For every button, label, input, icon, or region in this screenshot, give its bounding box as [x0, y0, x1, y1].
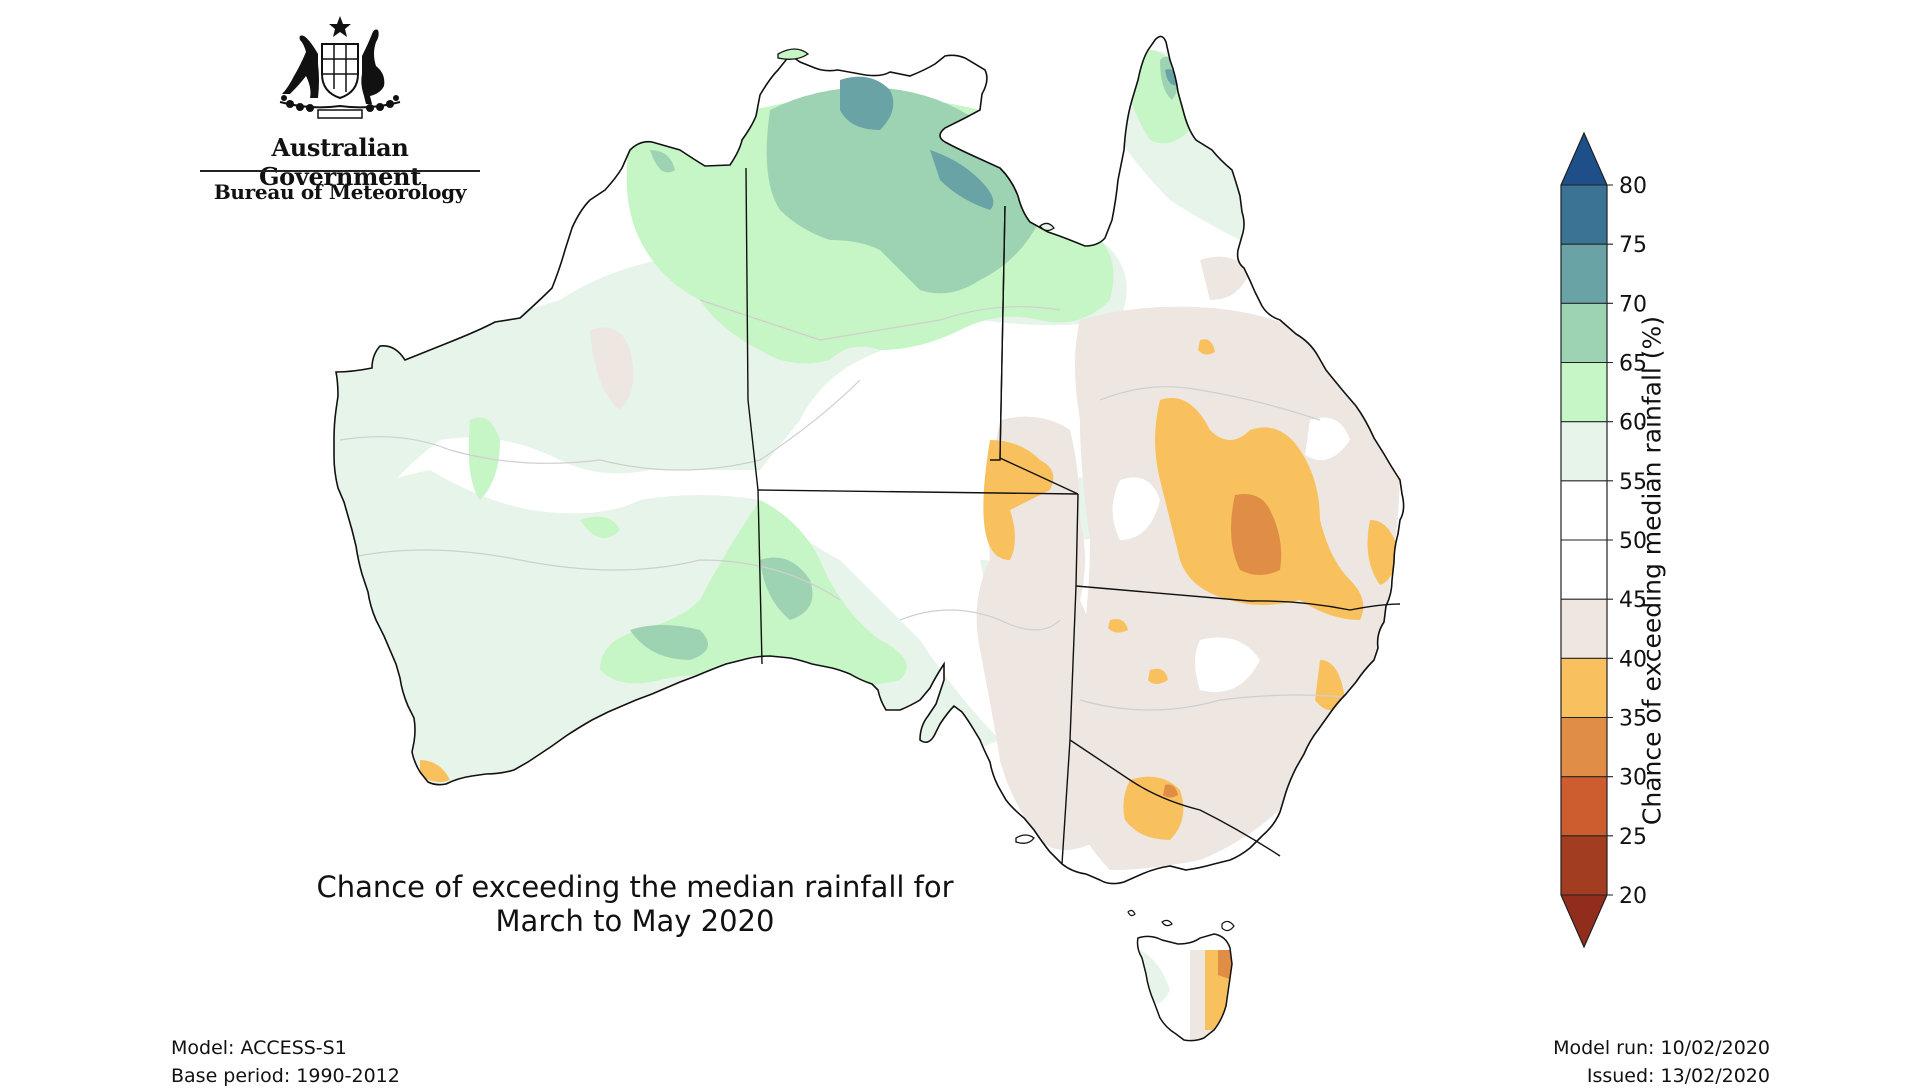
colorbar-band-65-70: [1561, 303, 1607, 363]
colorbar-band-60-65: [1561, 362, 1607, 422]
colorbar-tick-label-70: 70: [1619, 292, 1647, 317]
colorbar-tick-label-45: 45: [1619, 588, 1647, 613]
colorbar-tick-label-35: 35: [1619, 707, 1647, 732]
map-title-line-2: March to May 2020: [495, 904, 775, 938]
colorbar-tick-label-75: 75: [1619, 233, 1647, 258]
colorbar-under-arrow: [1561, 895, 1607, 947]
colorbar-label: Chance of exceeding median rainfall (%): [1637, 315, 1667, 826]
model-run-date: Model run: 10/02/2020: [1553, 1037, 1770, 1059]
colorbar-tick-label-25: 25: [1619, 825, 1647, 850]
logo-divider: [200, 170, 480, 172]
coat-of-arms-icon: [279, 16, 401, 119]
map-title-line-1: Chance of exceeding the median rainfall …: [316, 870, 954, 904]
australia-rainfall-map: [333, 35, 1405, 1042]
map-title: Chance of exceeding the median rainfall …: [240, 870, 1030, 938]
colorbar-tick-label-40: 40: [1619, 647, 1647, 672]
colorbar-band-70-75: [1561, 244, 1607, 304]
base-period: Base period: 1990-2012: [171, 1065, 400, 1087]
colorbar-band-35-40: [1561, 658, 1607, 718]
colorbar-tick-label-50: 50: [1619, 529, 1647, 554]
government-logo: Australian Government Bureau of Meteorol…: [190, 14, 490, 214]
colorbar-band-50-55: [1561, 480, 1607, 540]
issued-date: Issued: 13/02/2020: [1586, 1065, 1770, 1087]
colorbar-tick-label-80: 80: [1619, 174, 1647, 199]
colorbar-tick-label-55: 55: [1619, 470, 1647, 495]
colorbar-band-55-60: [1561, 421, 1607, 481]
colorbar-band-25-30: [1561, 776, 1607, 836]
colorbar-tick-label-65: 65: [1619, 352, 1647, 377]
bureau-name: Bureau of Meteorology: [213, 180, 467, 204]
run-info: Model run: 10/02/2020 Issued: 13/02/2020: [1553, 1034, 1770, 1090]
colorbar-band-30-35: [1561, 717, 1607, 777]
colorbar-band-75-80: [1561, 185, 1607, 245]
colorbar-tick-label-60: 60: [1619, 411, 1647, 436]
colorbar-band-20-25: [1561, 835, 1607, 895]
model-name: Model: ACCESS-S1: [171, 1037, 347, 1059]
colorbar-band-40-45: [1561, 599, 1607, 659]
colorbar-tick-label-30: 30: [1619, 766, 1647, 791]
colorbar: 20 25 30 35 40 45 50 55 60 65 70 75 80: [1560, 131, 1647, 949]
government-name: Australian Government: [258, 133, 421, 191]
colorbar-tick-label-20: 20: [1619, 884, 1647, 909]
colorbar-band-45-50: [1561, 540, 1607, 600]
model-info: Model: ACCESS-S1 Base period: 1990-2012: [171, 1034, 400, 1090]
colorbar-over-arrow: [1561, 133, 1607, 185]
